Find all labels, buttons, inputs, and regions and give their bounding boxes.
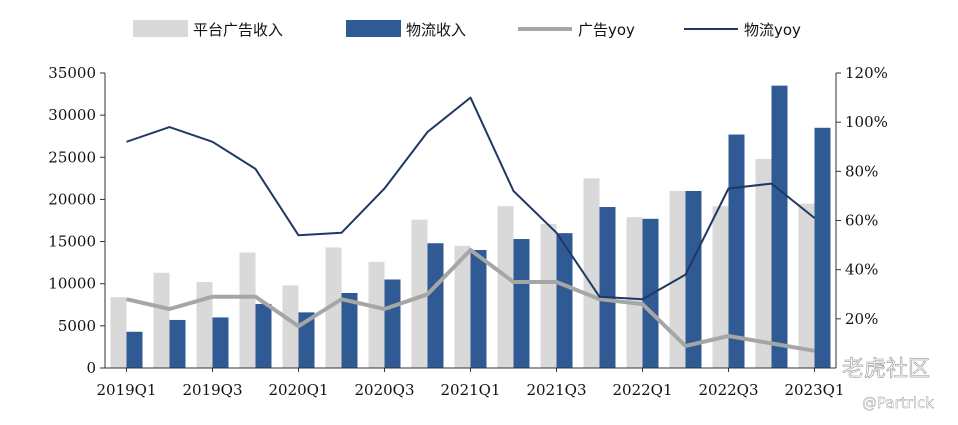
bar-ad bbox=[540, 223, 557, 368]
bar-logistics bbox=[341, 292, 358, 368]
y-left-tick-label: 25000 bbox=[48, 148, 96, 166]
y-left-tick-label: 30000 bbox=[48, 106, 96, 124]
watermark-logo: 老虎社区 bbox=[842, 357, 930, 382]
y-left-tick-label: 20000 bbox=[48, 190, 96, 208]
bars bbox=[110, 85, 831, 369]
bar-ad bbox=[497, 206, 514, 368]
watermark-handle: @Partrick bbox=[862, 394, 934, 412]
y-right-tick-label: 100% bbox=[845, 113, 888, 131]
y-left-tick-label: 5000 bbox=[58, 317, 96, 335]
bar-ad bbox=[798, 203, 815, 368]
y-left-tick-label: 35000 bbox=[48, 64, 96, 82]
legend: 平台广告收入 物流收入 广告yoy 物流yoy bbox=[133, 20, 801, 39]
bar-ad bbox=[110, 297, 127, 368]
bar-logistics bbox=[771, 85, 788, 369]
line-logistics-yoy bbox=[126, 96, 816, 301]
y-left-tick-label: 0 bbox=[86, 359, 96, 377]
x-tick-label: 2023Q1 bbox=[784, 381, 844, 399]
bar-ad bbox=[282, 285, 299, 368]
bar-ad bbox=[196, 282, 213, 368]
bar-logistics bbox=[212, 317, 229, 368]
bar-logistics bbox=[298, 312, 315, 368]
bar-logistics bbox=[513, 239, 530, 368]
bar-logistics bbox=[814, 127, 831, 369]
legend-swatch bbox=[133, 20, 188, 37]
y-right-tick-label: 40% bbox=[845, 261, 878, 279]
bar-ad bbox=[153, 272, 170, 368]
bar-ad bbox=[325, 247, 342, 368]
bar-logistics bbox=[642, 218, 659, 368]
bar-ad bbox=[368, 261, 385, 368]
x-tick-label: 2019Q3 bbox=[182, 381, 242, 399]
bar-ad bbox=[411, 219, 428, 368]
bar-logistics bbox=[556, 233, 573, 368]
line-ad-yoy bbox=[126, 248, 815, 353]
bar-ad bbox=[583, 178, 600, 368]
x-tick-label: 2019Q1 bbox=[96, 381, 156, 399]
y-right-tick-label: 20% bbox=[845, 310, 878, 328]
bar-ad bbox=[239, 252, 256, 368]
x-tick-label: 2020Q3 bbox=[354, 381, 414, 399]
x-tick-label: 2022Q1 bbox=[612, 381, 672, 399]
bar-logistics bbox=[470, 250, 487, 368]
y-right-tick-label: 120% bbox=[845, 64, 888, 82]
bar-ad bbox=[755, 158, 772, 368]
bar-logistics bbox=[685, 191, 702, 368]
y-left-tick-label: 10000 bbox=[48, 275, 96, 293]
legend-label: 物流yoy bbox=[744, 21, 801, 39]
y-right-tick-label: 60% bbox=[845, 212, 878, 230]
bar-logistics bbox=[427, 243, 444, 368]
bar-logistics bbox=[169, 319, 186, 368]
lines bbox=[126, 96, 816, 353]
bar-ad bbox=[712, 206, 729, 368]
bar-ad bbox=[454, 245, 471, 368]
x-tick-label: 2020Q1 bbox=[268, 381, 328, 399]
bar-logistics bbox=[126, 331, 143, 368]
legend-swatch bbox=[346, 20, 401, 37]
bar-ad bbox=[626, 217, 643, 368]
x-tick-label: 2021Q1 bbox=[440, 381, 500, 399]
legend-label: 物流收入 bbox=[406, 21, 466, 39]
bar-logistics bbox=[728, 134, 745, 368]
y-right-tick-label: 80% bbox=[845, 162, 878, 180]
bar-logistics bbox=[599, 207, 616, 368]
axes: 0 5000 10000 15000 20000 25000 30000 35000 20% 40… bbox=[48, 64, 888, 399]
x-tick-label: 2022Q3 bbox=[698, 381, 758, 399]
bar-logistics bbox=[255, 303, 272, 368]
watermark: 老虎社区 @Partrick bbox=[842, 357, 935, 413]
legend-label: 广告yoy bbox=[578, 21, 635, 39]
x-tick-label: 2021Q3 bbox=[526, 381, 586, 399]
y-left-tick-label: 15000 bbox=[48, 233, 96, 251]
bar-logistics bbox=[384, 279, 401, 368]
legend-label: 平台广告收入 bbox=[193, 21, 283, 39]
